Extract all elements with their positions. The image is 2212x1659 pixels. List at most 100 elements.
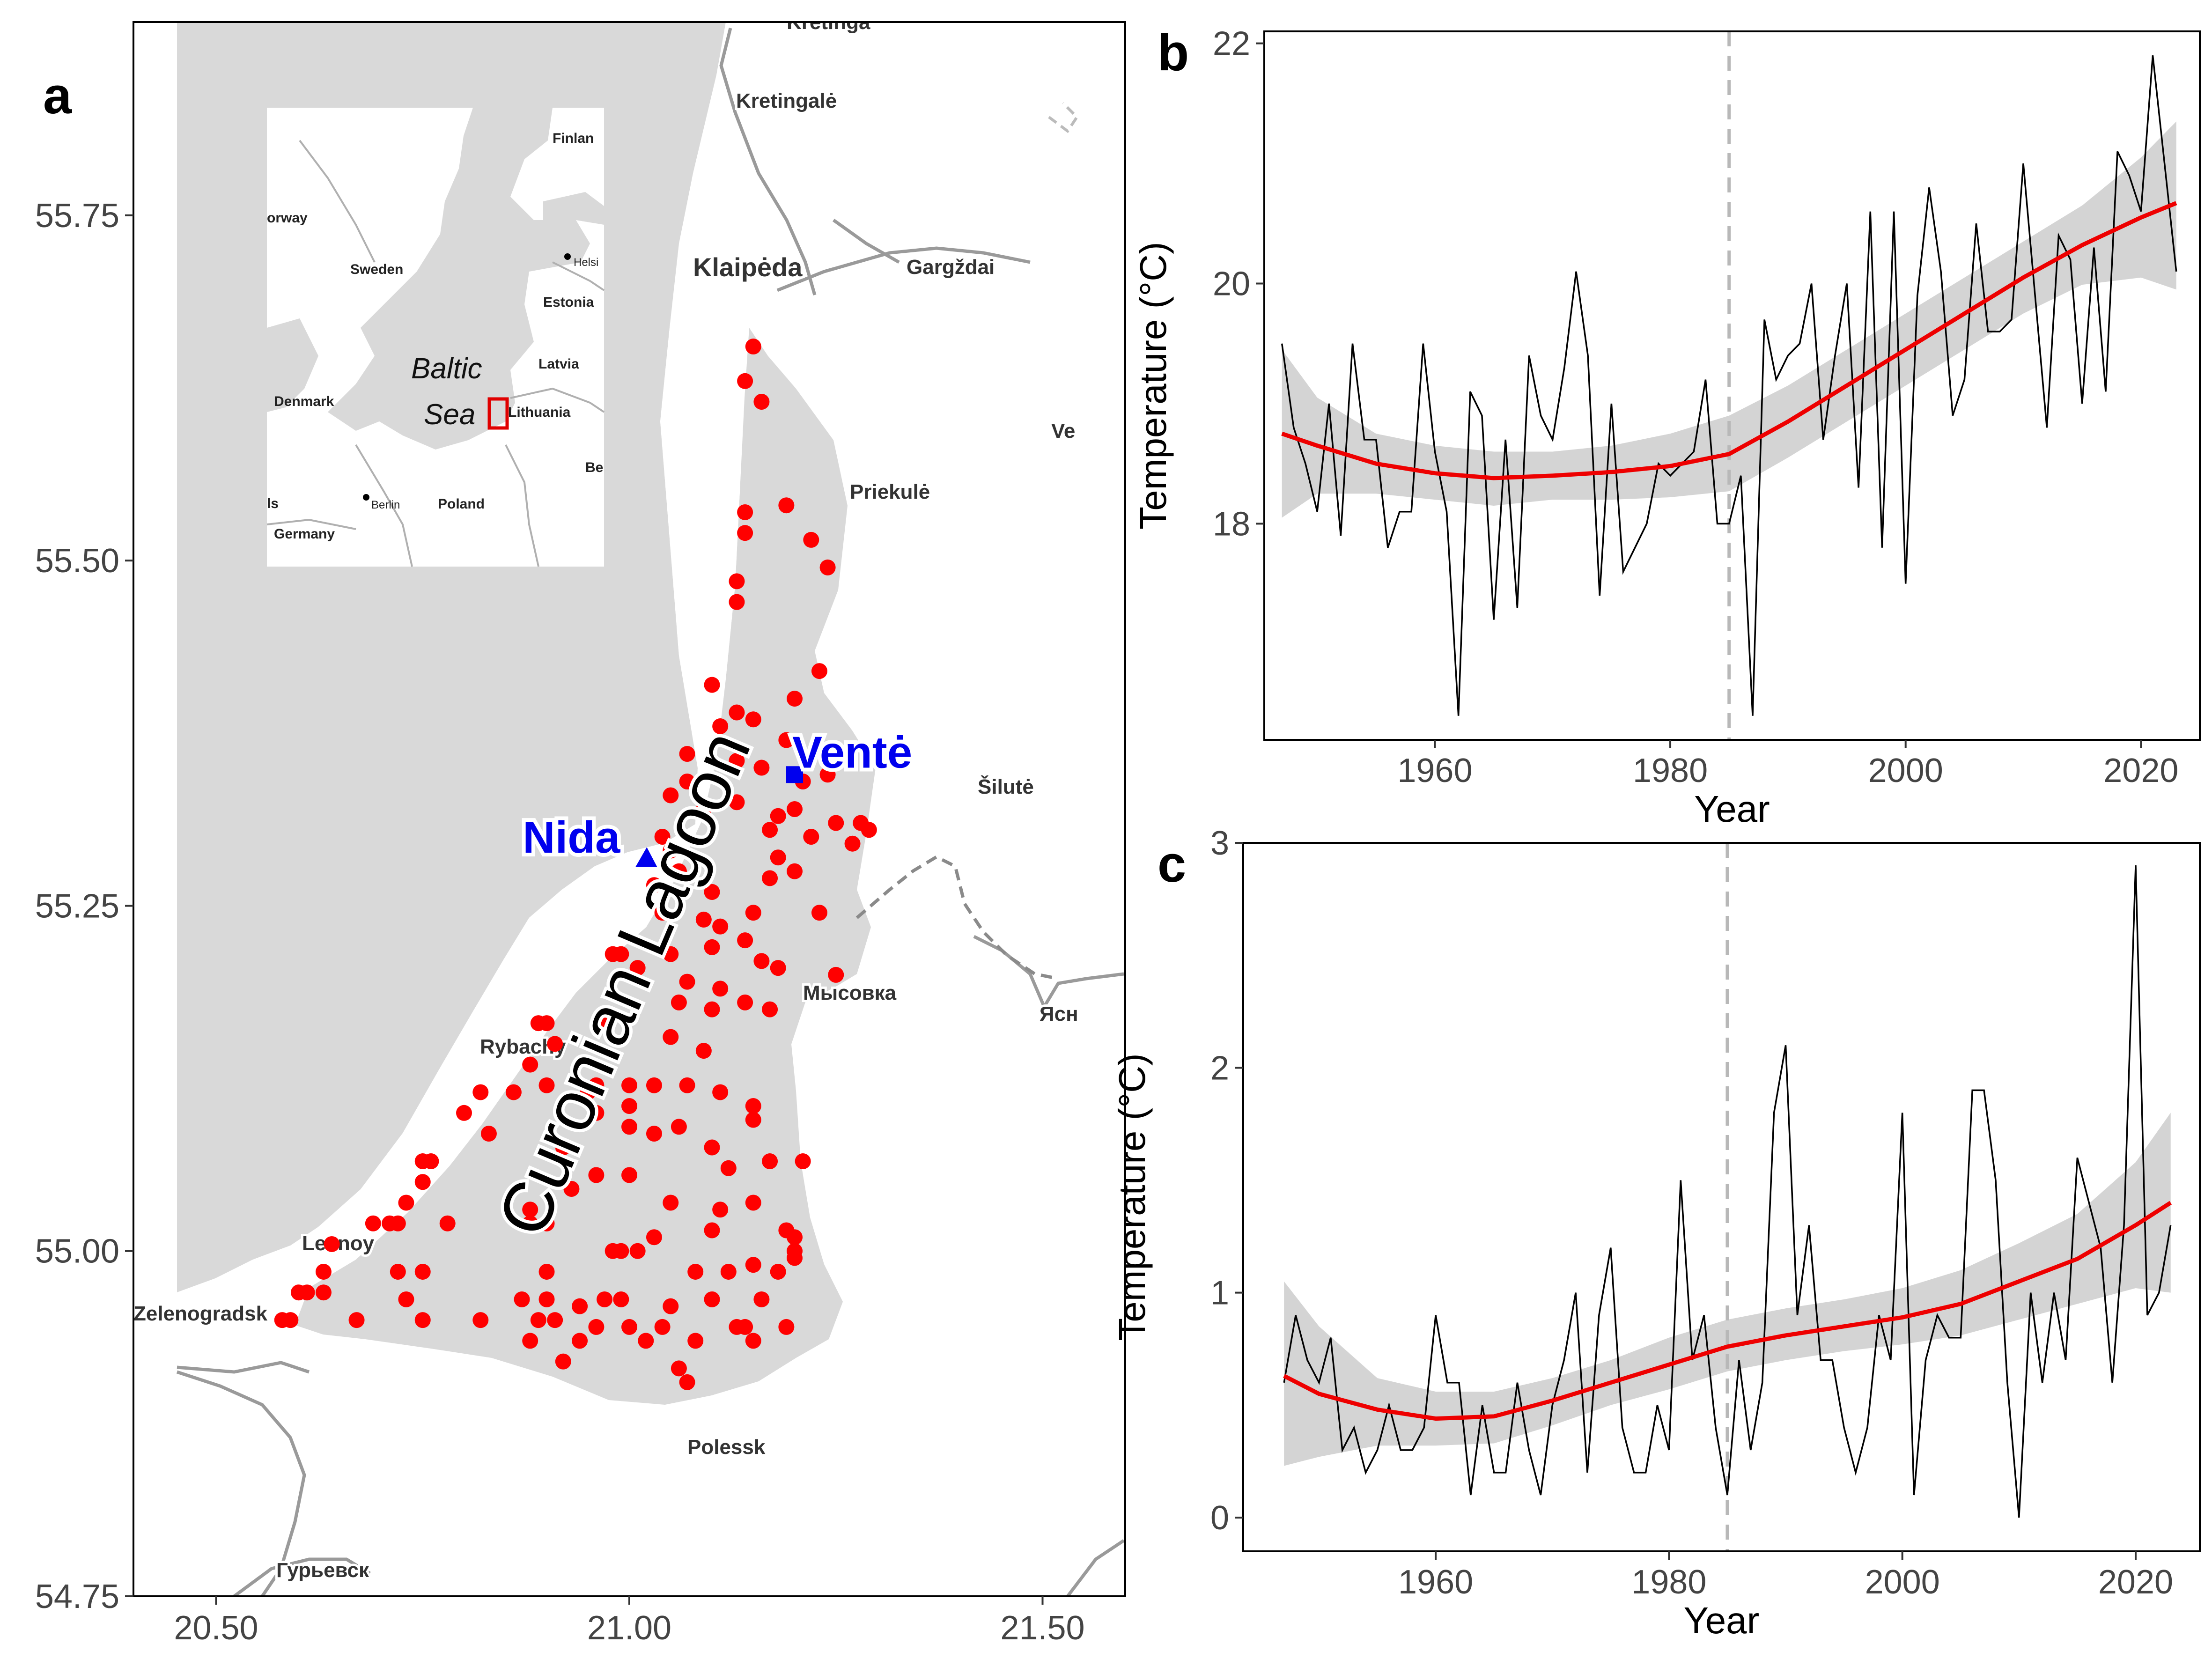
stations: Nida Ventė <box>519 723 916 867</box>
sampling-point-2 <box>753 394 770 410</box>
place-yasnoe: Ясн <box>1040 1003 1078 1025</box>
chart-b-plot: 1960 1980 2000 2020 18 20 22 <box>1213 25 2201 789</box>
map-y-tick-label-1: 55.50 <box>35 542 119 580</box>
inset-border-4 <box>355 444 413 567</box>
map-x-tick-label-0: 20.50 <box>174 1609 258 1647</box>
sampling-point-112 <box>646 1229 662 1246</box>
map-panel: a <box>35 21 1126 1647</box>
road-kretingale <box>832 219 900 264</box>
sampling-point-19 <box>753 759 770 776</box>
sampling-point-33 <box>803 828 819 845</box>
station-vent-label: Ventė <box>792 727 912 777</box>
sampling-point-51 <box>704 939 720 955</box>
sampling-point-57 <box>712 981 729 997</box>
place-priekule: Priekulė <box>850 480 930 503</box>
sampling-point-61 <box>762 1001 778 1018</box>
chart-c-series-line-0 <box>1283 865 2172 1518</box>
sampling-point-128 <box>299 1284 315 1301</box>
chart-c-xlabel: Year <box>1684 1600 1760 1641</box>
station-vent-marker <box>786 766 803 783</box>
panel-label-a: a <box>43 67 72 125</box>
sampling-point-82 <box>480 1126 497 1142</box>
chart-c-plot: 1960 1980 2000 2020 0 1 2 3 <box>1210 825 2201 1601</box>
sampling-point-10 <box>811 663 827 679</box>
sampling-point-18 <box>729 752 745 769</box>
sampling-point-38 <box>787 863 803 879</box>
sampling-point-5 <box>737 525 753 541</box>
sampling-point-99 <box>712 1202 729 1218</box>
sampling-point-108 <box>439 1215 456 1231</box>
sampling-point-126 <box>770 1263 786 1280</box>
sampling-point-157 <box>555 1353 571 1370</box>
station-nida-label: Nida <box>523 812 620 863</box>
panel-label-b: b <box>1158 24 1189 81</box>
sampling-point-59 <box>671 994 687 1010</box>
chart-b-y-tick-label-2: 22 <box>1213 25 1250 63</box>
sampling-point-138 <box>663 1298 679 1314</box>
sampling-point-28 <box>828 815 844 831</box>
sampling-point-153 <box>572 1333 588 1349</box>
chart-c-x-tick-label-0: 1960 <box>1398 1563 1473 1601</box>
sampling-point-67 <box>695 1043 712 1059</box>
sampling-point-155 <box>687 1333 704 1349</box>
sampling-point-132 <box>538 1291 555 1307</box>
chart-b-y-tick-label-0: 18 <box>1213 505 1250 543</box>
sea-coast-patch <box>177 1246 304 1335</box>
sampling-point-145 <box>547 1312 563 1328</box>
sampling-point-69 <box>538 1077 555 1093</box>
sampling-point-24 <box>695 801 712 817</box>
sampling-point-137 <box>753 1291 770 1307</box>
sampling-point-12 <box>787 691 803 707</box>
chart-b: b 1960 1980 2000 2020 18 20 22 Year Temperatur… <box>1132 24 2201 830</box>
sampling-point-92 <box>762 1153 778 1170</box>
road-zelenogradsk <box>177 1361 310 1374</box>
sampling-point-123 <box>538 1263 555 1280</box>
sampling-point-39 <box>762 870 778 886</box>
sampling-point-90 <box>423 1153 439 1170</box>
sampling-point-80 <box>588 1105 605 1121</box>
map-y-tick-label-0: 55.75 <box>35 197 119 235</box>
inset-label-baltic: Baltic <box>411 353 482 385</box>
sampling-point-25 <box>729 794 745 811</box>
sampling-point-94 <box>588 1167 605 1183</box>
inset-label-netherlands: ls <box>267 496 279 511</box>
sampling-point-63 <box>538 1015 555 1032</box>
chart-c-x-tick-label-3: 2020 <box>2098 1563 2173 1601</box>
sampling-point-52 <box>629 960 646 976</box>
inset-map: Finlan orway Sweden Helsi Estonia Latvia… <box>266 108 605 567</box>
sampling-point-125 <box>720 1263 737 1280</box>
sampling-point-47 <box>737 932 753 949</box>
map-x-tick-label-2: 21.50 <box>1000 1609 1084 1647</box>
inset-sea-north <box>543 192 604 225</box>
sampling-point-134 <box>597 1291 613 1307</box>
sampling-point-152 <box>522 1333 538 1349</box>
panel-label-c: c <box>1158 835 1186 893</box>
sampling-point-121 <box>390 1263 406 1280</box>
sampling-point-23 <box>663 787 679 804</box>
road-kretinga <box>719 28 817 295</box>
chart-c-frame <box>1242 842 2201 1552</box>
inset-label-lithuania: Lithuania <box>508 405 571 420</box>
inset-label-sweden: Sweden <box>350 262 403 277</box>
sampling-point-11 <box>704 677 720 693</box>
chart-b-series-line-0 <box>1281 55 2177 716</box>
place-ve: Ve <box>1051 420 1075 442</box>
inset-label-denmark: Denmark <box>274 394 334 409</box>
sampling-point-27 <box>787 801 803 817</box>
sampling-point-71 <box>621 1077 637 1093</box>
sampling-point-83 <box>621 1119 637 1135</box>
sampling-point-135 <box>613 1291 629 1307</box>
sampling-point-122 <box>414 1263 431 1280</box>
sampling-point-113 <box>324 1236 340 1252</box>
sampling-point-85 <box>745 1112 761 1128</box>
sampling-point-100 <box>398 1194 414 1211</box>
sampling-point-119 <box>745 1257 761 1273</box>
chart-b-y-tick-label-1: 20 <box>1213 265 1250 303</box>
road-gurievsk <box>233 1557 371 1596</box>
sampling-point-60 <box>704 1001 720 1018</box>
sampling-point-96 <box>414 1174 431 1190</box>
sampling-point-13 <box>729 704 745 721</box>
sampling-point-156 <box>745 1333 761 1349</box>
sampling-point-8 <box>729 573 745 590</box>
